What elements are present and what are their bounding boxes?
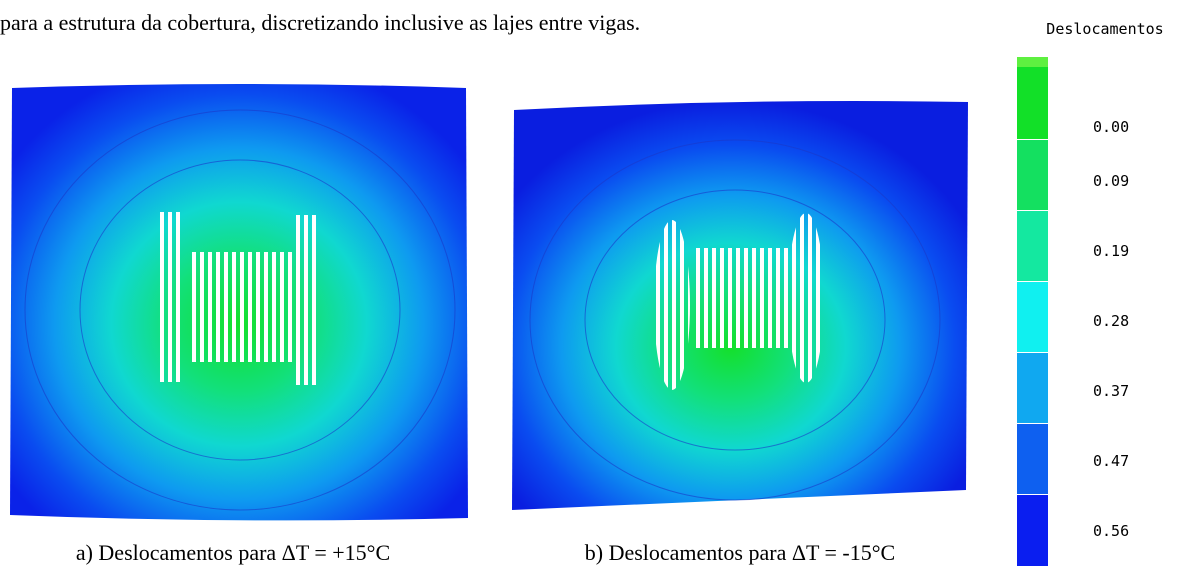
legend-label: 0.19 [1093, 242, 1129, 260]
beams [160, 212, 184, 382]
figure-b: b) Deslocamentos para ΔT = -15°C [512, 101, 968, 565]
beams [788, 213, 824, 383]
slab [190, 252, 300, 362]
beams [296, 215, 320, 385]
body-text: para a estrutura da cobertura, discretiz… [0, 10, 640, 35]
slab [692, 248, 788, 348]
legend-label: 0.00 [1093, 118, 1129, 136]
legend-label: 0.47 [1093, 452, 1129, 470]
legend: Deslocamentos 0.00 0.09 0.19 0.28 0.37 0… [1017, 20, 1164, 566]
beams [654, 220, 690, 390]
legend-label: 0.37 [1093, 382, 1129, 400]
legend-label: 0.28 [1093, 312, 1129, 330]
legend-label: 0.09 [1093, 172, 1129, 190]
caption: b) Deslocamentos para ΔT = -15°C [585, 540, 895, 565]
legend-label: 0.56 [1093, 522, 1129, 540]
caption: a) Deslocamentos para ΔT = +15°C [76, 540, 390, 565]
figure-a: a) Deslocamentos para ΔT = +15°C [10, 84, 468, 565]
legend-title: Deslocamentos [1046, 20, 1163, 38]
